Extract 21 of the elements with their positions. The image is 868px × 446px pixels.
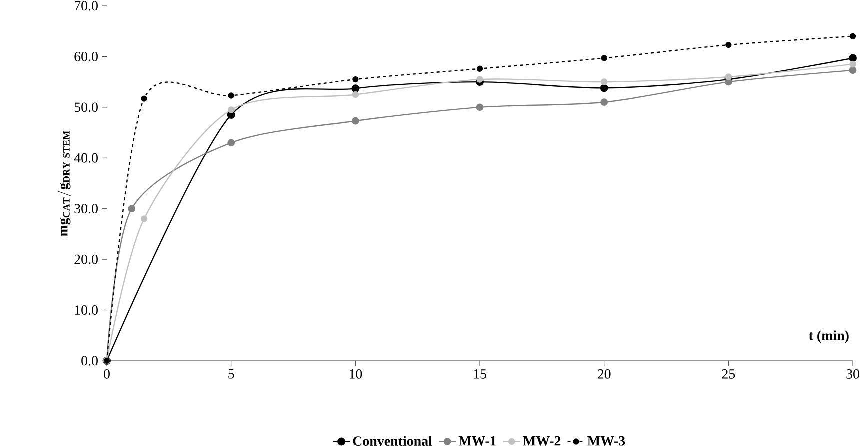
y-tick-label: 0.0 bbox=[82, 356, 98, 366]
y-tick-label: 30.0 bbox=[74, 204, 98, 214]
y-tick-label: 10.0 bbox=[75, 306, 98, 316]
x-axis-title: t (min) bbox=[809, 330, 849, 344]
x-tick-label: 25 bbox=[722, 370, 736, 379]
x-tick-label: 0 bbox=[104, 369, 110, 379]
x-tick-label: 10 bbox=[350, 369, 362, 379]
x-tick-label: 30 bbox=[846, 369, 860, 379]
y-tick-label: 20.0 bbox=[74, 254, 98, 264]
y-axis-title: $\mathbf{mg_{CAT}/g_{DRY\ STEM}}$ bbox=[56, 131, 72, 236]
y-tick-label: 60.0 bbox=[74, 52, 98, 62]
legend-label: MW-2 bbox=[523, 436, 561, 446]
y-tick-label: 70.0 bbox=[75, 1, 98, 11]
x-tick-label: 15 bbox=[474, 369, 486, 379]
x-tick-label: 20 bbox=[598, 369, 611, 379]
legend-label: MW-3 bbox=[588, 436, 626, 446]
x-tick-label: 5 bbox=[228, 369, 234, 379]
legend-label: MW-1 bbox=[458, 436, 496, 446]
legend-label: Conventional bbox=[353, 436, 432, 446]
y-tick-label: 50.0 bbox=[74, 102, 98, 112]
y-tick-label: 40.0 bbox=[74, 153, 98, 163]
